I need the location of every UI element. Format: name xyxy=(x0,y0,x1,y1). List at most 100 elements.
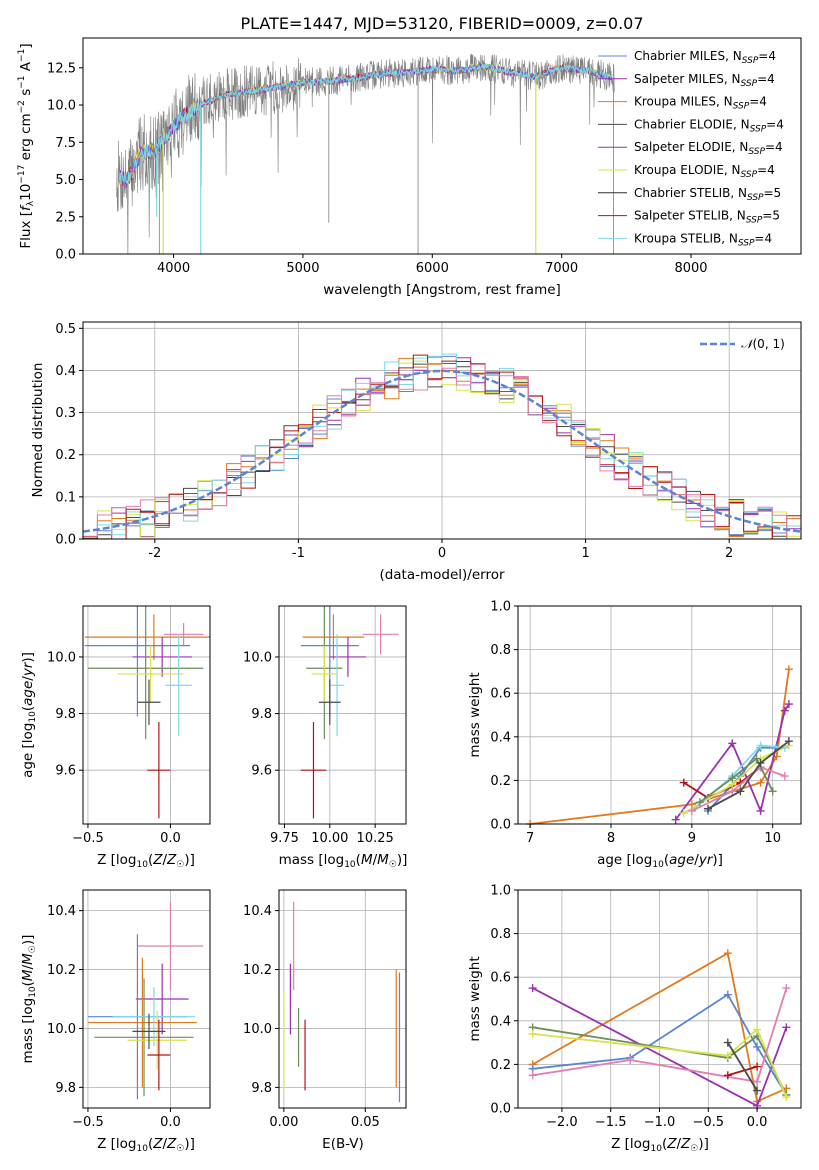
spectrum-lines xyxy=(116,53,615,254)
plus-marker xyxy=(784,737,793,746)
x-tick-label: 10.25 xyxy=(357,831,394,846)
legend-label: Kroupa ELODIE, NSSP=4 xyxy=(634,163,775,180)
model-spectrum-kroupa-stelib xyxy=(118,63,613,185)
y-tick-label: 10.0 xyxy=(47,1022,76,1037)
spectrum-panel: PLATE=1447, MJD=53120, FIBERID=0009, z=0… xyxy=(17,14,802,298)
y-tick-label: 10.4 xyxy=(243,904,272,919)
mass-z-axes-frame xyxy=(82,889,211,1109)
plus-marker xyxy=(736,787,745,796)
plus-marker xyxy=(728,774,737,783)
x-tick-label: -1 xyxy=(292,546,305,561)
y-tick-label: 10.4 xyxy=(47,904,76,919)
y-tick-label: 0.8 xyxy=(490,643,511,658)
series-line-kroupa-miles xyxy=(529,669,790,825)
mass-vs-metallicity-panel: −0.5 0.0 9.8 10.0 10.2 10.4 Z [log10(Z/Z☉)] m… xyxy=(20,889,211,1154)
plus-marker xyxy=(728,739,737,748)
plus-marker xyxy=(723,1071,732,1080)
mass-weight-vs-metallicity-panel: −2.0 −1.5 −1.0 −0.5 0.0 0.0 0.2 0.4 0.6 0.8 1.0 Z … xyxy=(467,884,802,1154)
plus-marker xyxy=(780,706,789,715)
y-tick-label: 10.2 xyxy=(47,963,76,978)
legend-label: Chabrier STELIB, NSSP=5 xyxy=(634,186,781,203)
plus-marker xyxy=(753,1077,762,1086)
plus-marker xyxy=(728,787,737,796)
x-tick-label: −0.5 xyxy=(72,1115,104,1130)
y-tick-label: 5.0 xyxy=(55,173,76,188)
x-tick-label: 8000 xyxy=(674,261,707,276)
series-line-kroupa-elodie xyxy=(532,1027,788,1098)
legend-label: Salpeter STELIB, NSSP=5 xyxy=(634,209,780,226)
y-tick-label: 9.8 xyxy=(251,1081,272,1096)
x-tick-label: −1.5 xyxy=(595,1115,627,1130)
histogram-salpeter-stelib xyxy=(82,354,801,540)
model-spectrum-chabrier-miles xyxy=(118,63,613,187)
plus-marker xyxy=(782,984,791,993)
age-vs-metallicity-panel: −0.5 0.0 9.6 9.8 10.0 Z [log10(Z/Z☉)] age [l… xyxy=(20,605,211,870)
spectrum-axes-frame xyxy=(82,37,802,255)
y-tick-label: 9.8 xyxy=(251,707,272,722)
y-tick-label: 10.0 xyxy=(243,650,272,665)
legend-label: Kroupa MILES, NSSP=4 xyxy=(634,95,767,112)
x-tick-label: 4000 xyxy=(157,261,190,276)
spectrum-xlabel: wavelength [Angstrom, rest frame] xyxy=(323,282,561,298)
plus-marker xyxy=(528,984,537,993)
x-tick-label: 7 xyxy=(526,831,534,846)
y-tick-label: 12.5 xyxy=(47,61,76,76)
x-tick-label: 1 xyxy=(581,546,589,561)
plus-marker xyxy=(784,700,793,709)
mass-ebv-axes-frame xyxy=(278,889,407,1109)
y-tick-label: 0.0 xyxy=(55,533,76,548)
plus-marker xyxy=(687,806,696,815)
x-tick-label: 6000 xyxy=(416,261,449,276)
y-tick-label: 0.0 xyxy=(490,1102,511,1117)
plus-marker xyxy=(528,1071,537,1080)
x-tick-label: 0.00 xyxy=(269,1115,298,1130)
mass-weight-vs-age-panel: 7 8 9 10 0.0 0.2 0.4 0.6 0.8 1.0 age [log10(age/y… xyxy=(467,600,802,870)
weight-age-xlabel: age [log10(age/yr)] xyxy=(597,852,723,870)
x-tick-label: 2 xyxy=(725,546,733,561)
histogram-kroupa-stelib xyxy=(82,353,801,539)
x-tick-label: 0 xyxy=(438,546,446,561)
plus-marker xyxy=(756,741,765,750)
x-tick-label: −0.5 xyxy=(72,831,104,846)
plus-marker xyxy=(752,754,761,763)
plus-marker xyxy=(723,1051,732,1060)
y-tick-label: 9.8 xyxy=(55,1081,76,1096)
x-tick-label: 8 xyxy=(607,831,615,846)
series-line-kroupa-miles xyxy=(532,951,787,1103)
x-tick-label: 9 xyxy=(688,831,696,846)
x-tick-label: -2 xyxy=(148,546,161,561)
y-tick-label: 0.0 xyxy=(55,248,76,263)
age-vs-mass-panel: 9.75 10.00 10.25 9.6 9.8 10.0 mass [log10(M/M… xyxy=(243,605,407,870)
weight-z-ylabel: mass weight xyxy=(467,956,483,1041)
x-tick-label: 0.0 xyxy=(747,1115,768,1130)
plus-marker xyxy=(768,787,777,796)
y-tick-label: 2.5 xyxy=(55,210,76,225)
age-z-axes-frame xyxy=(82,605,211,825)
x-tick-label: −1.0 xyxy=(644,1115,676,1130)
y-tick-label: 9.6 xyxy=(251,764,272,779)
y-tick-label: 0.6 xyxy=(490,971,511,986)
plus-marker xyxy=(756,778,765,787)
plus-marker xyxy=(753,1042,762,1051)
plus-marker xyxy=(528,1029,537,1038)
y-tick-label: 0.3 xyxy=(55,406,76,421)
y-tick-label: 9.6 xyxy=(55,764,76,779)
histogram-legend: 𝒩(0, 1) xyxy=(700,337,785,351)
plus-marker xyxy=(782,1023,791,1032)
y-tick-label: 0.5 xyxy=(55,322,76,337)
series-line-salpeter-stelib xyxy=(727,1065,758,1077)
legend-label: Chabrier ELODIE, NSSP=4 xyxy=(634,117,784,134)
y-tick-label: 0.4 xyxy=(55,364,76,379)
legend-label: Salpeter ELODIE, NSSP=4 xyxy=(634,140,783,157)
y-tick-label: 0.8 xyxy=(490,927,511,942)
x-tick-label: 0.0 xyxy=(160,831,181,846)
y-tick-label: 9.8 xyxy=(55,707,76,722)
gaussian-legend-label: 𝒩(0, 1) xyxy=(741,337,785,351)
histogram-xlabel: (data-model)/error xyxy=(379,567,505,583)
mass-z-ylabel: mass [log10(M/M☉)] xyxy=(20,935,38,1064)
series-line-pink xyxy=(532,987,788,1083)
age-z-xlabel: Z [log10(Z/Z☉)] xyxy=(97,852,195,870)
weight-z-xlabel: Z [log10(Z/Z☉)] xyxy=(611,1136,709,1154)
plus-marker xyxy=(679,809,688,818)
